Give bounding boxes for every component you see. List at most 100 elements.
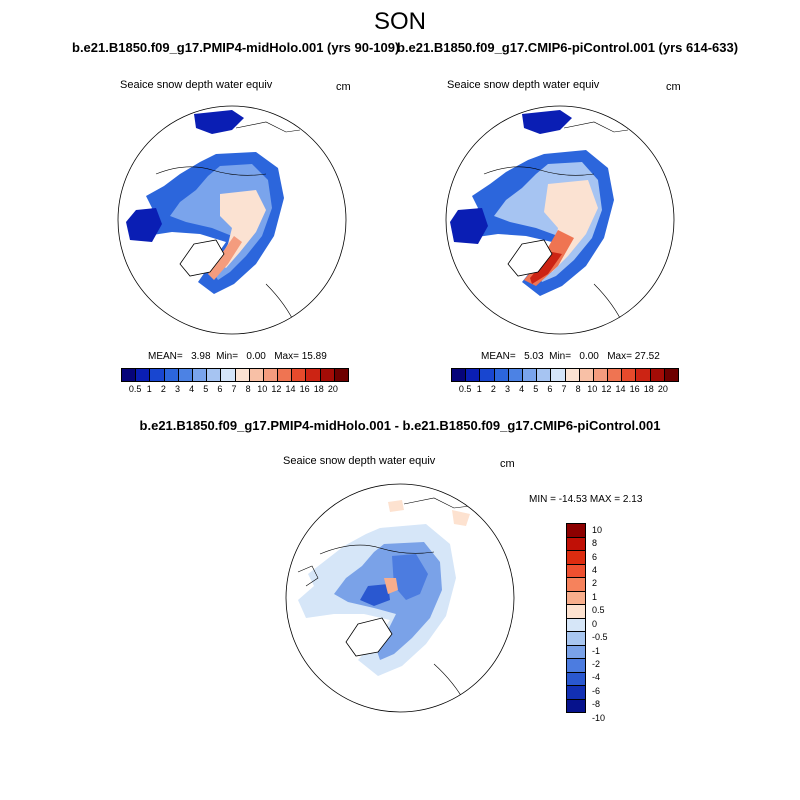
diff-colorbar-labels: 10 8 6 4 2 1 0.5 0 -0.5 -1 -2 -4 -6 -8 -10 (592, 523, 632, 723)
right-colorbar-swatch (508, 369, 523, 381)
left-max-value: 15.89 (301, 351, 327, 362)
right-colorbar-swatch (551, 369, 566, 381)
right-colorbar-tick-label: 5 (533, 384, 539, 394)
left-colorbar-tick-label: 4 (189, 384, 195, 394)
left-colorbar-tick-label: 1 (146, 384, 152, 394)
left-colorbar-swatch (334, 369, 348, 381)
right-colorbar-tick-label: 7 (561, 384, 567, 394)
diff-colorbar-swatch (567, 659, 585, 673)
right-colorbar-tick-label: 8 (575, 384, 581, 394)
right-colorbar-swatch (537, 369, 552, 381)
right-stats: MEAN= 5.03 Min= 0.00 Max= 27.52 (481, 351, 660, 362)
right-colorbar-labels: 0.5 1 2 3 4 5 6 7 8 10 12 14 16 18 20 (451, 384, 677, 396)
left-mean-value: 3.98 (191, 351, 211, 362)
right-colorbar-swatch (622, 369, 637, 381)
diff-variable-label: Seaice snow depth water equiv (283, 455, 436, 467)
diff-ice-pos2 (452, 510, 470, 526)
diff-colorbar-swatch (567, 605, 585, 619)
right-colorbar-tick-label: 14 (615, 384, 626, 394)
left-min-value: 0.00 (246, 351, 266, 362)
left-colorbar-swatch (292, 369, 307, 381)
right-colorbar-tick-label: 2 (490, 384, 496, 394)
right-colorbar-tick-label: 6 (547, 384, 553, 394)
left-colorbar-swatch (249, 369, 264, 381)
right-units-label: cm (666, 81, 681, 93)
left-colorbar-swatch (306, 369, 321, 381)
left-colorbar-tick-label: 2 (160, 384, 166, 394)
left-colorbar-tick-label: 0.5 (128, 384, 142, 394)
left-colorbar-labels: 0.5 1 2 3 4 5 6 7 8 10 12 14 16 18 20 (121, 384, 347, 396)
diff-colorbar-tick-label: 1 (592, 591, 598, 602)
left-units-label: cm (336, 81, 351, 93)
left-colorbar-swatch (263, 369, 279, 381)
left-min-label: Min= (216, 351, 239, 362)
left-pacific-patch (194, 110, 244, 134)
diff-colorbar-swatch (567, 618, 585, 632)
diff-colorbar-swatch (567, 686, 585, 700)
left-greenland (179, 239, 225, 277)
right-colorbar-tick-label: 12 (601, 384, 612, 394)
diff-colorbar-swatch (567, 645, 585, 659)
diff-units-label: cm (500, 458, 515, 470)
diff-colorbar-swatch (567, 524, 585, 538)
right-max-value: 27.52 (634, 351, 660, 362)
diff-colorbar-tick-label: -1 (592, 645, 601, 656)
diff-minmax-text: MIN = -14.53 MAX = 2.13 (529, 494, 643, 505)
right-colorbar-swatch (466, 369, 481, 381)
diff-experiment-title: b.e21.B1850.f09_g17.PMIP4-midHolo.001 - … (139, 418, 661, 433)
diff-greenland (345, 617, 393, 657)
right-colorbar-swatch (494, 369, 509, 381)
diff-colorbar-swatch (567, 672, 585, 686)
right-colorbar-swatch (452, 369, 467, 381)
right-colorbar-swatch (522, 369, 538, 381)
right-greenland (507, 239, 553, 277)
right-colorbar-tick-label: 1 (476, 384, 482, 394)
right-colorbar-tick-label: 4 (519, 384, 525, 394)
left-colorbar-swatch (178, 369, 193, 381)
left-colorbar-tick-label: 20 (327, 384, 338, 394)
left-colorbar-swatch (164, 369, 179, 381)
right-colorbar-swatch (664, 369, 678, 381)
diff-colorbar-swatch (567, 591, 585, 605)
right-colorbar-swatch (565, 369, 580, 381)
right-sea-ice-hot (530, 252, 562, 284)
left-colorbar-swatch (136, 369, 151, 381)
diff-colorbar-tick-label: -6 (592, 685, 601, 696)
right-colorbar-swatch (636, 369, 651, 381)
right-colorbar-tick-label: 3 (504, 384, 511, 394)
diff-colorbar-tick-label: 2 (592, 578, 598, 589)
left-variable-label: Seaice snow depth water equiv (120, 79, 273, 91)
diff-colorbar-swatch (567, 551, 585, 565)
diff-colorbar-tick-label: 8 (592, 538, 598, 549)
left-colorbar-tick-label: 14 (285, 384, 296, 394)
left-stats: MEAN= 3.98 Min= 0.00 Max= 15.89 (148, 351, 327, 362)
left-colorbar-tick-label: 5 (203, 384, 209, 394)
left-max-label: Max= (274, 351, 299, 362)
right-colorbar-tick-label: 0.5 (458, 384, 472, 394)
left-colorbar-tick-label: 6 (217, 384, 223, 394)
left-colorbar-swatch (122, 369, 137, 381)
left-colorbar-tick-label: 7 (231, 384, 237, 394)
right-colorbar-swatch (593, 369, 609, 381)
diff-ice-pos (384, 578, 398, 594)
right-colorbar (451, 368, 679, 382)
diff-polar-map (285, 483, 515, 713)
left-mean-label: MEAN= (148, 351, 183, 362)
diff-colorbar-tick-label: -8 (592, 699, 601, 710)
left-sea-ice-warm (208, 236, 242, 280)
right-pacific-patch (522, 110, 572, 134)
diff-colorbar-tick-label: 0 (592, 618, 598, 629)
right-colorbar-swatch (608, 369, 623, 381)
right-colorbar-tick-label: 16 (629, 384, 640, 394)
right-min-label: Min= (549, 351, 572, 362)
diff-colorbar-tick-label: -2 (592, 659, 601, 669)
diff-colorbar-tick-label: 10 (592, 524, 603, 535)
left-colorbar-tick-label: 12 (271, 384, 282, 394)
left-colorbar-tick-label: 16 (299, 384, 310, 394)
diff-colorbar-swatch (567, 578, 585, 592)
right-mean-value: 5.03 (524, 351, 544, 362)
left-colorbar-swatch (221, 369, 236, 381)
right-hudson-patch (450, 208, 488, 244)
left-experiment-title: b.e21.B1850.f09_g17.PMIP4-midHolo.001 (y… (72, 40, 400, 55)
left-colorbar-swatch (278, 369, 293, 381)
